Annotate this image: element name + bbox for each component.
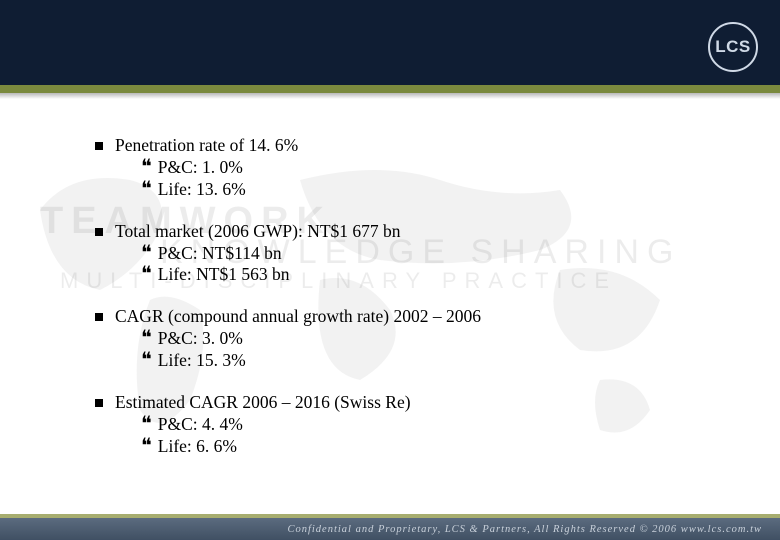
sub-bullet-text: P&C: 4. 4% xyxy=(158,414,243,436)
square-bullet-icon xyxy=(95,142,103,150)
logo-text: LCS xyxy=(715,37,751,57)
brace-icon: ❝ xyxy=(141,350,152,370)
header-shadow xyxy=(0,93,780,99)
sub-bullet-text: P&C: 3. 0% xyxy=(158,328,243,350)
sub-bullet-text: Life: 15. 3% xyxy=(158,350,246,372)
content-area: Penetration rate of 14. 6% ❝ P&C: 1. 0% ❝… xyxy=(95,135,705,478)
bullet-item: Penetration rate of 14. 6% ❝ P&C: 1. 0% ❝… xyxy=(95,135,705,201)
bullet-text: Total market (2006 GWP): NT$1 677 bn xyxy=(115,221,401,243)
bullet-text: Estimated CAGR 2006 – 2016 (Swiss Re) xyxy=(115,392,411,414)
bullet-text: CAGR (compound annual growth rate) 2002 … xyxy=(115,306,481,328)
bullet-item: CAGR (compound annual growth rate) 2002 … xyxy=(95,306,705,372)
bullet-item: Total market (2006 GWP): NT$1 677 bn ❝ P&… xyxy=(95,221,705,287)
footer-bar: Confidential and Proprietary, LCS & Part… xyxy=(0,518,780,540)
lcs-logo: LCS xyxy=(708,22,758,72)
sub-bullet-text: P&C: NT$114 bn xyxy=(158,243,282,265)
sub-bullet-text: Life: 13. 6% xyxy=(158,179,246,201)
sub-bullet-text: P&C: 1. 0% xyxy=(158,157,243,179)
header-stripe xyxy=(0,85,780,93)
footer-text: Confidential and Proprietary, LCS & Part… xyxy=(287,524,762,535)
brace-icon: ❝ xyxy=(141,264,152,284)
brace-icon: ❝ xyxy=(141,243,152,263)
square-bullet-icon xyxy=(95,228,103,236)
brace-icon: ❝ xyxy=(141,157,152,177)
brace-icon: ❝ xyxy=(141,436,152,456)
square-bullet-icon xyxy=(95,313,103,321)
slide: TEAMWORK KNOWLEDGE SHARING MULTI-DISCIPL… xyxy=(0,0,780,540)
header-bar xyxy=(0,0,780,85)
brace-icon: ❝ xyxy=(141,179,152,199)
brace-icon: ❝ xyxy=(141,414,152,434)
bullet-item: Estimated CAGR 2006 – 2016 (Swiss Re) ❝ P… xyxy=(95,392,705,458)
brace-icon: ❝ xyxy=(141,328,152,348)
bullet-text: Penetration rate of 14. 6% xyxy=(115,135,298,157)
sub-bullet-text: Life: 6. 6% xyxy=(158,436,237,458)
square-bullet-icon xyxy=(95,399,103,407)
sub-bullet-text: Life: NT$1 563 bn xyxy=(158,264,290,286)
